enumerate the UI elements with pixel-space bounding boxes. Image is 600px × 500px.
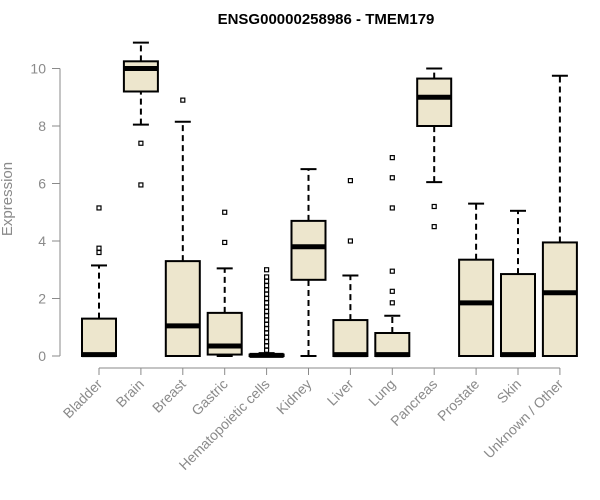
x-tick-label: Breast (149, 376, 189, 416)
box-lung (374, 155, 411, 358)
outlier-point (264, 339, 270, 345)
outlier-point (264, 295, 270, 302)
outlier-point (264, 330, 270, 336)
box-iqr (81, 317, 117, 357)
box-unknown-other (541, 74, 578, 357)
outlier-point (264, 321, 270, 327)
outlier-point (180, 97, 186, 103)
x-tick-label: Liver (324, 376, 357, 409)
outlier-point (389, 300, 395, 306)
outlier-point (431, 203, 437, 210)
outlier-point (96, 245, 102, 251)
outlier-point (96, 205, 102, 211)
outlier-point (264, 291, 270, 297)
box-iqr (332, 319, 369, 357)
outlier-point (264, 304, 270, 310)
outlier-point (264, 308, 270, 315)
outlier-point (264, 334, 270, 340)
chart-title: ENSG00000258986 - TMEM179 (218, 11, 435, 28)
box-hematopoietic-cells (248, 267, 285, 358)
outlier-point (222, 209, 228, 215)
y-tick-label: 6 (38, 176, 46, 192)
outlier-point (264, 300, 270, 306)
y-tick-label: 4 (38, 233, 46, 249)
x-tick-label: Pancreas (387, 376, 440, 429)
boxes-group (81, 41, 578, 358)
outlier-point (389, 155, 395, 161)
box-skin (500, 209, 536, 358)
outlier-point (347, 238, 353, 244)
outlier-point (222, 239, 228, 246)
outlier-point (264, 274, 270, 280)
box-pancreas (416, 67, 453, 230)
y-axis-label: Expression (0, 162, 16, 236)
x-tick-label: Bladder (60, 376, 106, 422)
outlier-point (389, 268, 395, 274)
box-breast (164, 97, 201, 357)
x-tick-label: Brain (113, 376, 147, 410)
box-iqr (290, 219, 327, 281)
outlier-point (138, 182, 144, 188)
outlier-point (264, 343, 270, 349)
box-iqr (458, 258, 495, 357)
outlier-point (389, 175, 395, 181)
y-axis: 0 2 4 6 8 10 (30, 61, 61, 364)
outlier-point (264, 317, 270, 323)
outlier-point (389, 288, 395, 294)
outlier-point (264, 267, 270, 273)
y-tick-label: 0 (38, 348, 46, 364)
box-liver (332, 178, 369, 358)
box-bladder (81, 205, 117, 358)
box-prostate (458, 202, 495, 357)
x-tick-label: Prostate (434, 376, 482, 424)
y-tick-label: 8 (38, 118, 46, 134)
outlier-point (264, 326, 270, 332)
box-iqr (164, 260, 201, 357)
x-tick-label: Lung (365, 376, 398, 409)
outlier-point (264, 347, 270, 353)
outlier-point (264, 287, 270, 293)
x-tick-label: Unknown / Other (480, 376, 566, 462)
outlier-point (389, 205, 395, 211)
outlier-point (264, 278, 270, 284)
box-iqr (416, 77, 453, 127)
box-gastric (206, 209, 243, 357)
x-tick-label: Kidney (273, 376, 315, 418)
outlier-point (347, 178, 353, 184)
outlier-point (264, 313, 270, 319)
box-iqr (122, 60, 159, 93)
box-iqr (500, 273, 536, 357)
box-kidney (290, 168, 327, 357)
outlier-point (138, 140, 144, 146)
outlier-point (96, 249, 102, 256)
x-tick-label: Skin (494, 376, 525, 407)
box-brain (122, 41, 159, 188)
box-iqr (541, 241, 578, 357)
y-tick-label: 2 (38, 291, 46, 307)
outlier-point (431, 224, 437, 230)
y-tick-label: 10 (30, 61, 46, 77)
outlier-point (264, 282, 270, 289)
